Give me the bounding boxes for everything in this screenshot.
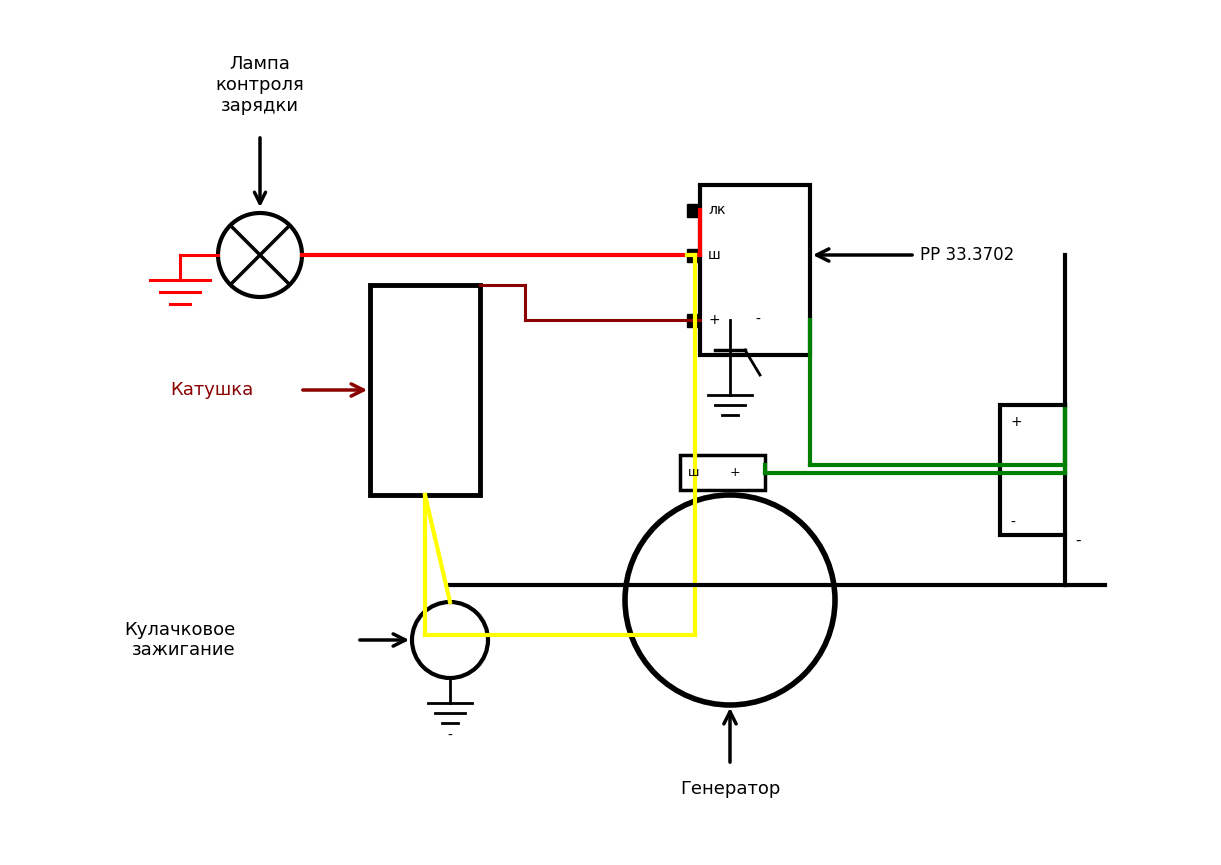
Text: Лампа
контроля
зарядки: Лампа контроля зарядки	[216, 55, 304, 114]
Bar	[370, 285, 480, 495]
Text: Генератор: Генератор	[680, 780, 780, 798]
Text: ш: ш	[708, 248, 720, 262]
Bar	[687, 313, 700, 326]
Text: +: +	[730, 466, 741, 479]
Text: -: -	[1074, 533, 1081, 548]
Text: лк: лк	[708, 203, 725, 217]
Text: +: +	[1010, 415, 1022, 429]
Bar	[680, 455, 766, 490]
Text: -: -	[1010, 516, 1015, 530]
Text: -: -	[448, 729, 453, 743]
Text: Катушка: Катушка	[170, 381, 253, 399]
Text: -: -	[755, 313, 759, 327]
Text: РР 33.3702: РР 33.3702	[919, 246, 1015, 264]
Bar	[700, 185, 810, 355]
Text: ш: ш	[687, 466, 700, 479]
Bar	[687, 203, 700, 216]
Bar	[687, 248, 700, 261]
Bar	[1000, 405, 1065, 535]
Text: +: +	[708, 313, 719, 327]
Text: Кулачковое
зажигание: Кулачковое зажигание	[123, 620, 234, 659]
